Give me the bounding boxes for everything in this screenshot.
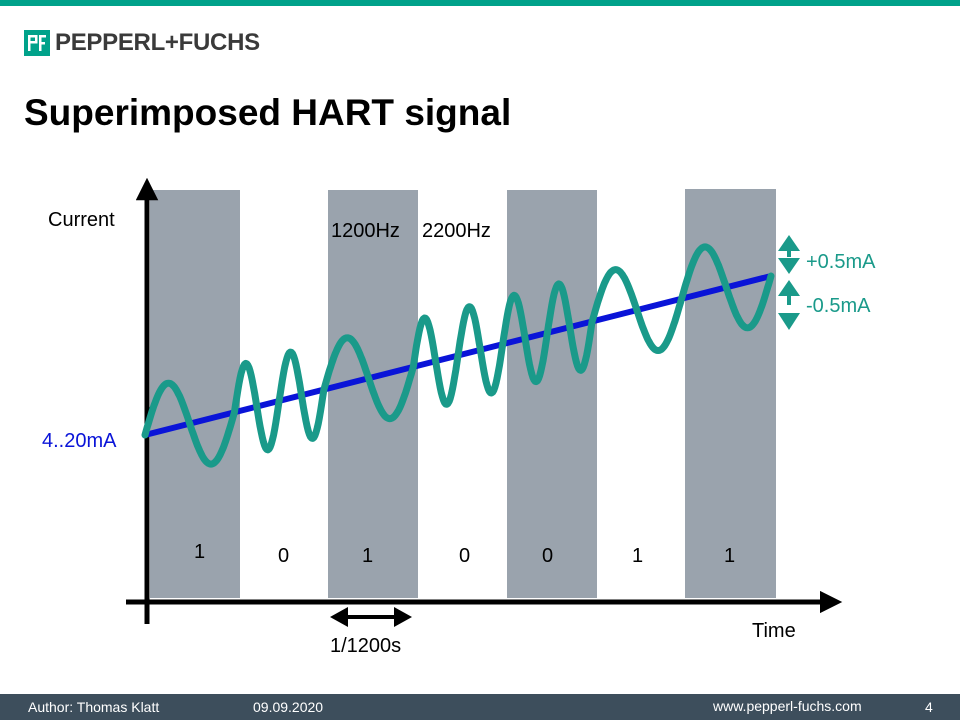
footer-author: Author: Thomas Klatt — [28, 699, 160, 715]
base-current-label: 4..20mA — [42, 430, 117, 452]
plus-amplitude-label: +0.5mA — [806, 251, 876, 273]
pf-logo-icon — [24, 30, 50, 56]
shaded-band — [685, 189, 776, 598]
period-double-arrow — [330, 607, 412, 627]
bit-label: 1 — [194, 541, 205, 563]
frequency-2200-label: 2200Hz — [422, 220, 491, 242]
top-accent-bar — [0, 0, 960, 6]
period-label: 1/1200s — [330, 635, 401, 657]
company-logo: PEPPERL+FUCHS — [24, 28, 260, 58]
shaded-band — [150, 190, 240, 598]
bit-label: 0 — [542, 545, 553, 567]
x-axis-label: Time — [752, 620, 796, 642]
shaded-band — [507, 190, 597, 598]
hart-fsk-wave — [141, 243, 775, 468]
bit-label: 1 — [362, 545, 373, 567]
plus-amplitude-arrow — [778, 235, 800, 274]
bit-label: 1 — [632, 545, 643, 567]
y-axis-label: Current — [48, 209, 115, 231]
footer-bar: Author: Thomas Klatt 09.09.2020 www.pepp… — [0, 694, 960, 720]
frequency-1200-label: 1200Hz — [331, 220, 400, 242]
minus-amplitude-arrow — [778, 280, 800, 330]
slide-title: Superimposed HART signal — [24, 92, 512, 133]
bit-label: 0 — [278, 545, 289, 567]
footer-date: 09.09.2020 — [253, 699, 324, 715]
company-name: PEPPERL+FUCHS — [55, 29, 260, 56]
footer-website[interactable]: www.pepperl-fuchs.com — [713, 698, 862, 714]
bit-label: 1 — [724, 545, 735, 567]
minus-amplitude-label: -0.5mA — [806, 295, 871, 317]
footer-page-number: 4 — [925, 699, 933, 715]
bit-label: 0 — [459, 545, 470, 567]
